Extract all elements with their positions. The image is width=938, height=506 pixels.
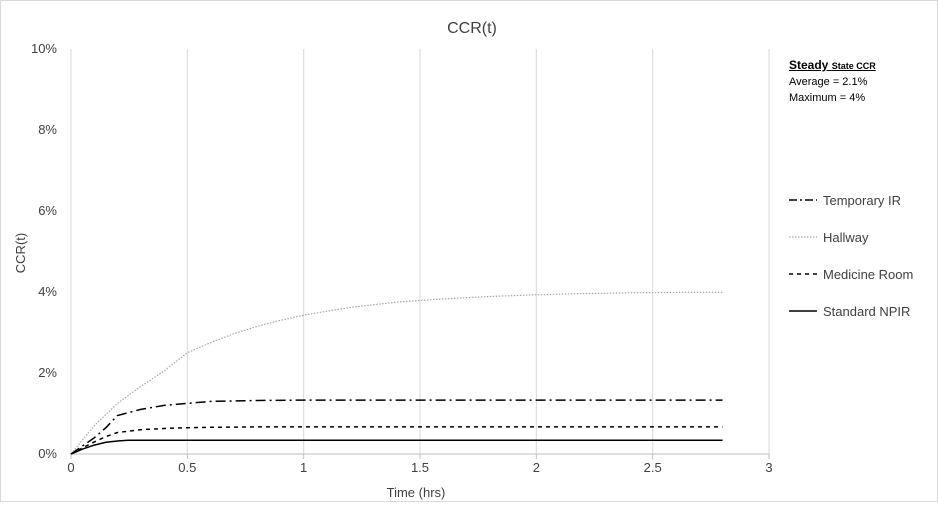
annotation-average: Average = 2.1% xyxy=(789,76,868,88)
y-tick-label: 6% xyxy=(38,203,57,218)
legend: Temporary IR Hallway Medicine Room Stand… xyxy=(789,191,913,339)
grid xyxy=(70,49,770,459)
series-line-hallway xyxy=(70,291,723,455)
y-tick-label: 8% xyxy=(38,122,57,137)
x-tick-label: 2 xyxy=(533,460,540,475)
annotation-maximum: Maximum = 4% xyxy=(789,92,866,104)
x-tick-label: 1 xyxy=(300,460,307,475)
x-tick-label: 0.5 xyxy=(178,460,196,475)
series-line-temporary-ir xyxy=(70,399,723,455)
y-tick-label: 4% xyxy=(38,284,57,299)
series-lines xyxy=(70,291,723,455)
y-tick-label: 0% xyxy=(38,446,57,461)
legend-item-hallway: Hallway xyxy=(789,228,913,246)
legend-label: Medicine Room xyxy=(823,266,914,282)
legend-label: Hallway xyxy=(823,229,869,245)
series-line-medicine-room xyxy=(70,426,723,455)
legend-item-standard-npir: Standard NPIR xyxy=(789,302,913,320)
y-tick-label: 10% xyxy=(31,41,57,56)
legend-label: Standard NPIR xyxy=(823,303,911,319)
x-tick-labels: 0 0.5 1 1.5 2 2.5 3 xyxy=(67,460,772,475)
annotation-heading-sub: State CCR xyxy=(831,61,876,71)
legend-swatch-dashdot xyxy=(789,199,817,201)
legend-swatch-dashed xyxy=(789,273,817,275)
y-tick-label: 2% xyxy=(38,365,57,380)
annotation-heading: Steady State CCR xyxy=(789,57,876,74)
annotation-heading-main: Steady xyxy=(789,58,829,72)
legend-swatch-solid xyxy=(789,310,817,312)
legend-swatch-dotted xyxy=(789,236,817,238)
x-tick-label: 0 xyxy=(67,460,74,475)
series-line-standard-npir xyxy=(70,439,723,455)
y-axis-label: CCR(t) xyxy=(13,233,28,273)
x-axis-label: Time (hrs) xyxy=(387,485,446,500)
legend-item-temporary-ir: Temporary IR xyxy=(789,191,913,209)
x-tick-label: 3 xyxy=(765,460,772,475)
chart-title: CCR(t) xyxy=(447,20,497,37)
steady-state-annotation: Steady State CCR Average = 2.1% Maximum … xyxy=(789,57,876,106)
legend-item-medicine-room: Medicine Room xyxy=(789,265,913,283)
legend-label: Temporary IR xyxy=(823,192,902,208)
y-tick-labels: 0% 2% 4% 6% 8% 10% xyxy=(31,41,57,461)
x-tick-label: 2.5 xyxy=(644,460,662,475)
x-tick-label: 1.5 xyxy=(411,460,429,475)
